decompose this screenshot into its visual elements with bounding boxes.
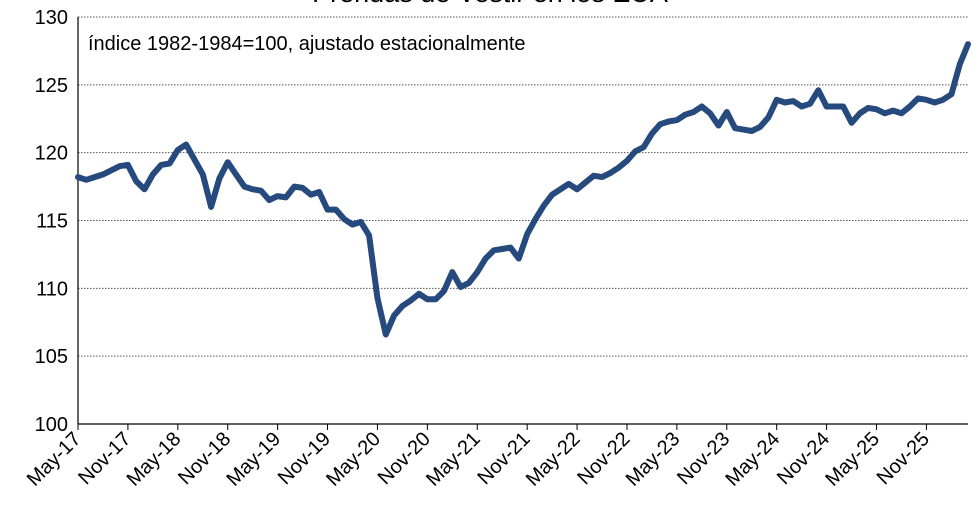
x-tick-label: May-25 [821, 428, 884, 491]
x-tick-label: May-24 [722, 428, 785, 491]
y-tick-label: 100 [35, 414, 68, 436]
x-tick-label: May-19 [222, 428, 285, 491]
x-tick-label: May-23 [622, 428, 685, 491]
y-tick-label: 130 [35, 7, 68, 29]
y-tick-label: 120 [35, 143, 68, 165]
x-tick-label: May-18 [123, 428, 186, 491]
y-tick-label: 125 [35, 75, 68, 97]
x-tick-label: Nov-25 [873, 428, 934, 489]
x-tick-label: May-17 [23, 428, 86, 491]
x-tick-label: May-21 [422, 428, 485, 491]
x-tick-label: May-22 [522, 428, 585, 491]
y-tick-label: 110 [36, 278, 68, 300]
x-tick-label: May-20 [322, 428, 385, 491]
data-line [75, 41, 971, 338]
chart-title: Prendas de Vestir en los EUA [312, 0, 668, 8]
chart-subtitle: índice 1982-1984=100, ajustado estaciona… [88, 33, 526, 55]
y-tick-label: 115 [36, 211, 68, 233]
y-tick-label: 105 [35, 346, 68, 368]
